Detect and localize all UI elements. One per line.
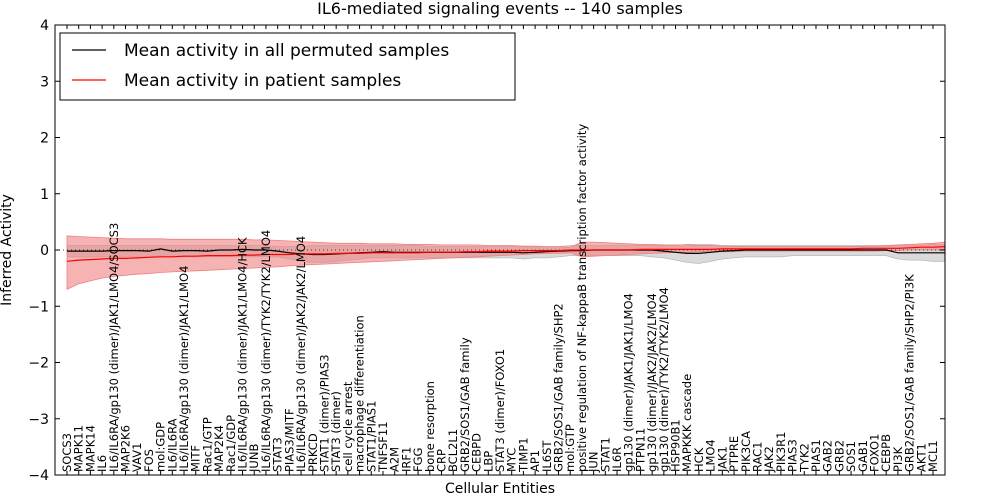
x-tick-label: mol:GTP <box>563 424 577 472</box>
x-tick-label: IL6R <box>610 447 624 472</box>
x-tick-label: bone resorption <box>423 381 437 472</box>
x-tick-label: IL6/IL6RA/gp130 (dimer)/JAK1/LMO4/HCK <box>236 237 250 472</box>
x-tick-label: IL6/IL6RA/gp130 (dimer)/JAK1/LMO4/SOCS3 <box>107 223 121 472</box>
x-tick-label: GRB2/SOS1/GAB family/SHP2 <box>552 303 566 472</box>
x-tick-label: FOXO1 <box>868 434 882 472</box>
y-tick-label: 1 <box>40 187 49 203</box>
x-tick-label: HCK <box>692 447 706 472</box>
x-tick-label: VAV1 <box>130 443 144 472</box>
legend: Mean activity in all permuted samples Me… <box>59 32 516 101</box>
x-tick-label: cell cycle arrest <box>341 381 355 472</box>
x-tick-label: gp130 (dimer)/JAK2/JAK2/LMO4 <box>645 293 659 472</box>
x-tick-label: MAP2K6 <box>119 425 133 472</box>
y-tick-label: 0 <box>40 243 49 259</box>
x-tick-label: Rac1/GDP <box>224 415 238 472</box>
x-tick-label: IL6/IL6RA/gp130 (dimer)/TYK2/TYK2/LMO4 <box>259 230 273 472</box>
legend-entry-permuted: Mean activity in all permuted samples <box>124 41 449 61</box>
x-tick-label: MAPK11 <box>72 425 86 472</box>
x-tick-label: PIAS3/MITF <box>282 408 296 472</box>
x-tick-label: JUNB <box>247 444 261 473</box>
x-tick-label: TNFSF11 <box>376 421 390 473</box>
x-tick-label: CRP <box>435 449 449 472</box>
line-series-1 <box>66 246 945 262</box>
x-tick-label: PIK3R1 <box>774 432 788 473</box>
x-tick-label: STAT3 <box>271 437 285 472</box>
x-tick-label: GAB1 <box>856 440 870 472</box>
x-tick-label: MITF <box>189 445 203 472</box>
x-tick-label: TYK2 <box>797 443 811 473</box>
x-tick-label: JAK2 <box>762 446 776 473</box>
x-tick-label: JUN <box>587 452 601 473</box>
x-tick-label: Rac1/GTP <box>200 417 214 472</box>
x-tick-label: JAK1 <box>715 446 729 473</box>
x-tick-label: LBP <box>481 451 495 472</box>
x-tick-label: positive regulation of NF-kappaB transcr… <box>575 124 589 472</box>
x-tick-label: STAT3 (dimer) <box>329 391 343 472</box>
x-tick-label: HSP90B1 <box>669 419 683 472</box>
x-tick-label: STAT1 (dimer)/PIAS3 <box>318 354 332 472</box>
x-tick-label: A2M <box>388 447 402 472</box>
x-tick-label: FGG <box>411 448 425 472</box>
x-tick-label: PTPRE <box>727 436 741 472</box>
x-tick-label: STAT3 (dimer)/FOXO1 <box>493 349 507 472</box>
x-tick-label: mol:GDP <box>154 422 168 472</box>
x-tick-label: IRF1 <box>399 447 413 472</box>
x-tick-label: gp130 (dimer)/JAK1/JAK1/LMO4 <box>622 293 636 472</box>
confidence-bands <box>66 235 946 291</box>
x-tick-label: PTPN11 <box>633 428 647 472</box>
x-tick-label: RAC1 <box>751 441 765 472</box>
x-tick-label: AP1 <box>528 450 542 472</box>
x-tick-label: STAT1/PIAS1 <box>364 401 378 472</box>
x-tick-label: PIK3CA <box>739 431 753 472</box>
x-tick-label: PRKCD <box>306 433 320 472</box>
x-tick-label: IL6 <box>95 455 109 472</box>
x-tick-label: SOCS3 <box>60 433 74 472</box>
y-tick-label: −1 <box>28 299 49 315</box>
x-tick-label: IL6/IL6RA <box>165 418 179 472</box>
x-tick-label: GAB2 <box>821 440 835 472</box>
x-tick-label: IL6ST <box>540 440 554 472</box>
x-tick-label: CEBPB <box>879 434 893 472</box>
x-tick-label: macrophage differentiation <box>353 315 367 472</box>
y-axis-ticks: −4 −3 −2 −1 0 1 2 3 4 <box>28 18 945 484</box>
x-tick-label: BCL2L1 <box>446 429 460 472</box>
x-tick-label: LMO4 <box>704 439 718 472</box>
y-tick-label: −2 <box>28 356 49 372</box>
y-axis-label: Inferred Activity <box>0 194 15 306</box>
x-tick-label: SOS1 <box>844 441 858 472</box>
y-tick-label: −3 <box>28 412 49 428</box>
x-axis-label: Cellular Entities <box>445 481 555 497</box>
y-tick-label: 4 <box>40 18 49 34</box>
y-tick-label: −4 <box>28 468 49 484</box>
x-tick-label: gp130 (dimer)/TYK2/TYK2/LMO4 <box>657 287 671 472</box>
legend-box <box>59 32 516 101</box>
x-tick-label: MAP2K4 <box>212 425 226 472</box>
chart-title: IL6-mediated signaling events -- 140 sam… <box>317 0 683 18</box>
x-tick-label: IL6/IL6RA/gp130 (dimer)/JAK2/JAK2/LMO4 <box>294 236 308 472</box>
x-tick-label: TIMP1 <box>516 437 530 473</box>
x-tick-label: STAT1 <box>598 437 612 472</box>
x-tick-label: PI3K <box>891 446 905 472</box>
x-tick-label: CEBPD <box>470 433 484 472</box>
y-tick-label: 2 <box>40 131 49 147</box>
x-tick-label: GRB2 <box>832 440 846 472</box>
x-tick-label: MAPK14 <box>83 425 97 472</box>
x-tick-label: GRB2/SOS1/GAB family <box>458 337 472 472</box>
series-lines <box>66 246 945 262</box>
x-tick-label: PIAS1 <box>809 439 823 472</box>
legend-entry-patient: Mean activity in patient samples <box>124 71 401 91</box>
y-tick-label: 3 <box>40 74 49 90</box>
x-tick-label: AKT1 <box>914 443 928 472</box>
x-tick-label: PIAS3 <box>786 439 800 472</box>
x-tick-label: IL6/IL6RA/gp130 (dimer)/JAK1/LMO4 <box>177 266 191 472</box>
x-tick-label: MYC <box>505 448 519 472</box>
x-tick-label: MCL1 <box>926 440 940 472</box>
band-series-1 <box>66 235 946 291</box>
x-tick-label: MAPKKK cascade <box>680 374 694 472</box>
line-series-0 <box>67 248 945 256</box>
x-tick-label: GRB2/SOS1/GAB family/SHP2/PI3K <box>903 274 917 472</box>
x-tick-label: FOS <box>142 449 156 472</box>
